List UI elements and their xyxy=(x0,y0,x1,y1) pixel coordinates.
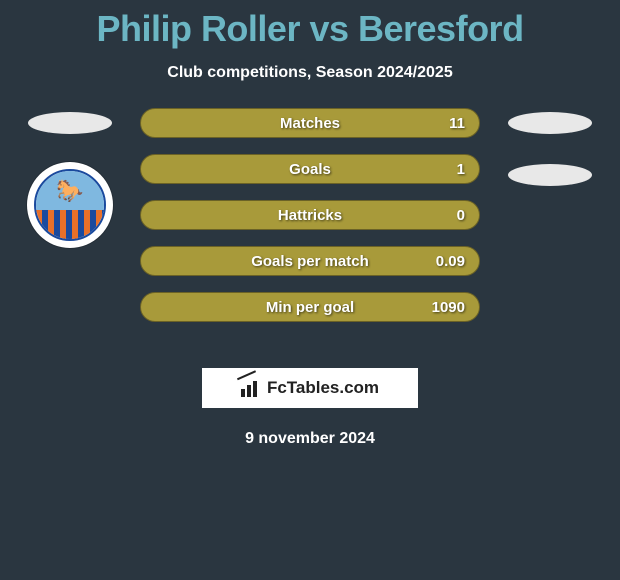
left-player-placeholder xyxy=(28,112,112,134)
stat-value: 1 xyxy=(457,161,465,178)
stat-value: 1090 xyxy=(432,299,465,316)
badge-top: 🐎 xyxy=(36,171,104,210)
stat-value: 0.09 xyxy=(436,253,465,270)
subtitle: Club competitions, Season 2024/2025 xyxy=(0,64,620,82)
stat-row-matches: Matches 11 xyxy=(140,108,480,138)
right-club-placeholder xyxy=(508,164,592,186)
stat-row-goals: Goals 1 xyxy=(140,154,480,184)
page-title: Philip Roller vs Beresford xyxy=(0,0,620,50)
stat-label: Goals per match xyxy=(251,253,369,270)
horse-icon: 🐎 xyxy=(56,180,83,202)
right-player-column xyxy=(498,112,602,186)
attribution-box: FcTables.com xyxy=(202,368,418,408)
stat-row-goals-per-match: Goals per match 0.09 xyxy=(140,246,480,276)
left-player-column: 🐎 xyxy=(18,112,122,248)
bar-chart-icon xyxy=(241,379,263,397)
stat-bars: Matches 11 Goals 1 Hattricks 0 Goals per… xyxy=(140,108,480,338)
attribution-text: FcTables.com xyxy=(267,378,379,398)
stat-label: Min per goal xyxy=(266,299,354,316)
right-player-placeholder xyxy=(508,112,592,134)
stat-value: 11 xyxy=(449,115,465,132)
stat-label: Goals xyxy=(289,161,331,178)
left-club-badge: 🐎 xyxy=(27,162,113,248)
club-badge-graphic: 🐎 xyxy=(34,169,106,241)
stat-row-hattricks: Hattricks 0 xyxy=(140,200,480,230)
stat-label: Hattricks xyxy=(278,207,342,224)
stat-label: Matches xyxy=(280,115,340,132)
stat-value: 0 xyxy=(457,207,465,224)
date-text: 9 november 2024 xyxy=(0,430,620,448)
comparison-chart: 🐎 Matches 11 Goals 1 Hattricks 0 Goals p… xyxy=(0,120,620,360)
badge-stripes xyxy=(36,210,104,239)
stat-row-min-per-goal: Min per goal 1090 xyxy=(140,292,480,322)
